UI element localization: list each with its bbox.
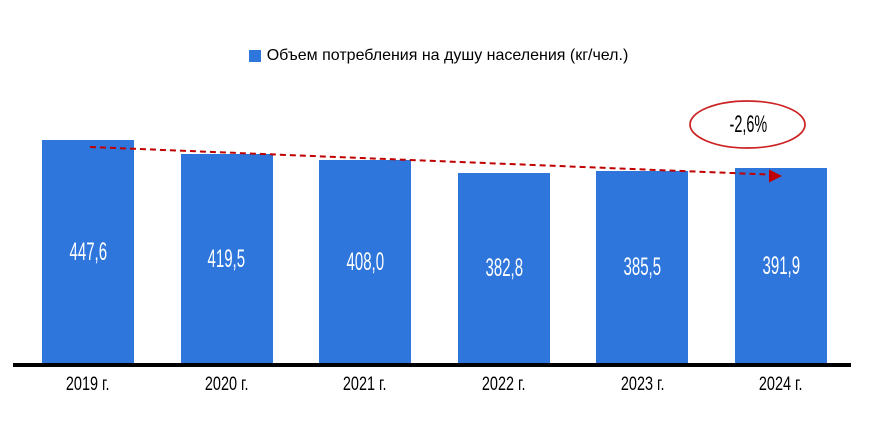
chart-legend: Объем потребления на душу населения (кг/… <box>0 46 877 66</box>
x-axis-label-text: 2020 г. <box>204 374 249 395</box>
x-axis-label-text: 2019 г. <box>66 374 110 395</box>
x-axis-label-2024: 2024 г. <box>716 374 846 396</box>
x-axis-label-2022: 2022 г. <box>439 374 569 396</box>
legend-label: Объем потребления на душу населения (кг/… <box>266 47 629 64</box>
bar-2019: 447,6 <box>42 140 134 364</box>
x-axis-label-2020: 2020 г. <box>162 374 292 396</box>
bar-2024: 391,9 <box>735 168 827 364</box>
x-axis-label-text: 2023 г. <box>620 374 665 395</box>
bar-value-label: 408,0 <box>346 247 384 276</box>
bar-value-label: 382,8 <box>485 253 523 282</box>
x-axis-label-2019: 2019 г. <box>23 374 153 396</box>
x-axis-label-text: 2024 г. <box>759 374 803 395</box>
bar-value-label: 391,9 <box>762 251 800 280</box>
bar-2021: 408,0 <box>319 160 412 364</box>
x-axis-label-2021: 2021 г. <box>300 374 430 396</box>
x-axis-label-2023: 2023 г. <box>577 374 707 396</box>
annotation-label: -2,6% <box>690 102 806 148</box>
x-axis-label-text: 2022 г. <box>481 374 526 395</box>
annotation-value: -2,6% <box>729 111 767 138</box>
bar-2020: 419,5 <box>180 154 273 364</box>
bar-value-label: 385,5 <box>623 253 662 282</box>
bar-value-label: 447,6 <box>69 237 107 266</box>
x-axis-label-text: 2021 г. <box>343 374 388 395</box>
bar-2022: 382,8 <box>457 172 550 364</box>
bar-value-label: 419,5 <box>207 244 246 273</box>
legend-marker-icon <box>248 50 261 62</box>
bar-2023: 385,5 <box>596 171 689 364</box>
